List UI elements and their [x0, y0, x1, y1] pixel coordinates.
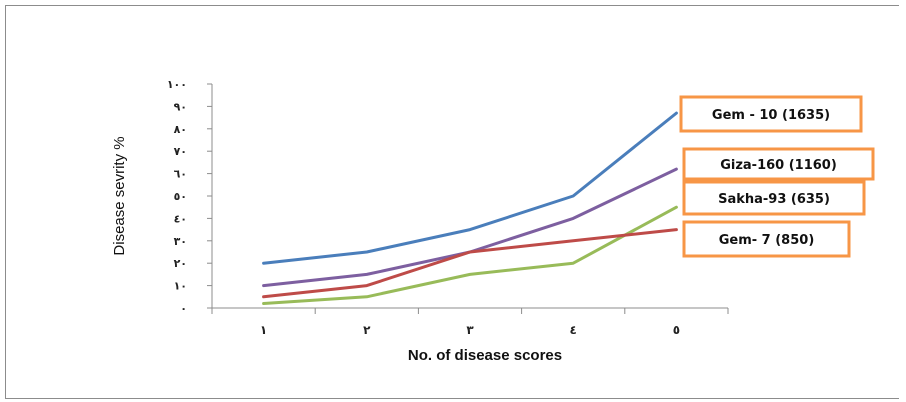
y-tick-label: ١٠٠ — [167, 78, 187, 91]
y-tick-label: ٥٠ — [174, 190, 187, 203]
y-tick-label: ٣٠ — [174, 235, 187, 248]
series-callout-1: Gem - 10 (1635) — [679, 95, 863, 133]
series-name-label: Giza-160 (1160) — [720, 158, 837, 173]
series-name-label: Sakha-93 (635) — [718, 192, 830, 207]
y-axis-title: Disease sevrity % — [111, 136, 128, 255]
x-tick-label: ١ — [260, 323, 267, 337]
series-name-label: Gem - 10 (1635) — [712, 108, 830, 123]
series-callout-4: Gem- 7 (850) — [682, 220, 851, 258]
series-callout-2: Giza-160 (1160) — [682, 147, 875, 181]
y-tick-label: ٧٠ — [174, 145, 187, 158]
x-axis-ticks: ١ ٢ ٣ ٤ ٥ — [211, 308, 729, 337]
series-line-3 — [262, 205, 678, 306]
y-tick-label: ٢٠ — [174, 257, 187, 270]
x-tick-label: ٣ — [466, 323, 474, 337]
callout-box — [682, 180, 866, 216]
series-callout-3: Sakha-93 (635) — [682, 180, 866, 216]
series-line-2 — [262, 167, 678, 288]
callout-box — [682, 220, 851, 258]
y-axis-ticks: ٠ ١٠ ٢٠ ٣٠ ٤٠ ٥٠ ٦٠ ٧٠ ٨٠ ٩٠ ١٠٠ — [167, 78, 212, 315]
y-tick-label: ٤٠ — [174, 212, 187, 225]
y-tick-label: ٨٠ — [174, 123, 187, 136]
x-tick-label: ٥ — [673, 323, 680, 337]
y-tick-label: ١٠ — [174, 280, 187, 293]
series-lines — [262, 111, 678, 306]
x-tick-label: ٤ — [570, 323, 577, 337]
series-line-4 — [262, 228, 678, 299]
x-axis-title: No. of disease scores — [408, 347, 562, 364]
y-tick-label: ٦٠ — [174, 168, 187, 181]
axes — [211, 84, 728, 309]
y-tick-label: ٩٠ — [174, 100, 187, 113]
y-tick-label: ٠ — [180, 302, 187, 315]
series-line-1 — [262, 111, 678, 265]
callout-box — [682, 147, 875, 181]
series-callouts: Gem - 10 (1635) Giza-160 (1160) Sakha-93 (… — [679, 95, 875, 258]
x-tick-label: ٢ — [363, 323, 371, 337]
series-name-label: Gem- 7 (850) — [719, 233, 815, 248]
callout-box — [679, 95, 863, 133]
